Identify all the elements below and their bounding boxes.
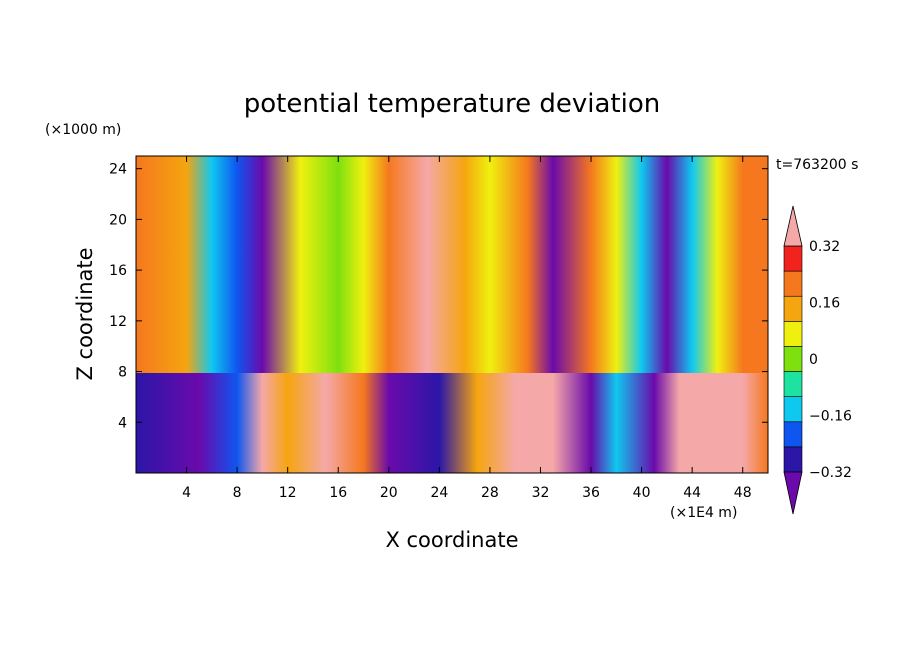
x-tick-label: 48 (734, 485, 752, 501)
x-tick-label: 40 (633, 485, 651, 501)
x-axis-label: X coordinate (385, 528, 518, 552)
y-unit-label: (×1000 m) (45, 122, 121, 138)
x-tick-label: 24 (430, 485, 448, 501)
colorbar-label: 0.16 (809, 296, 840, 312)
y-tick-label: 4 (118, 415, 127, 431)
upper-field (136, 156, 768, 373)
plot-area (135, 155, 769, 474)
x-tick-label: 4 (182, 485, 191, 501)
colorbar-band (783, 245, 803, 272)
colorbar-band (783, 270, 803, 297)
x-tick-label: 32 (532, 485, 550, 501)
chart-title: potential temperature deviation (244, 89, 660, 119)
x-unit-label: (×1E4 m) (670, 505, 737, 521)
time-label: t=763200 s (776, 157, 858, 173)
colorbar-band (783, 295, 803, 322)
colorbar-label: −0.32 (809, 465, 852, 481)
x-tick-label: 36 (582, 485, 600, 501)
colorbar-label: 0.32 (809, 239, 840, 255)
colorbar-band (783, 396, 803, 423)
colorbar-band (783, 371, 803, 397)
plot-frame (135, 155, 769, 474)
x-tick-label: 16 (329, 485, 347, 501)
x-tick-label: 28 (481, 485, 499, 501)
y-axis: 4 8 12 16 20 24 (109, 162, 768, 431)
x-axis: 4 8 12 16 20 24 28 32 36 40 44 48 (182, 156, 752, 501)
y-tick-label: 8 (118, 365, 127, 381)
colorbar-band (783, 421, 803, 448)
colorbar-label: −0.16 (809, 409, 852, 425)
y-tick-label: 24 (109, 162, 127, 178)
colorbar-max-extend (783, 205, 803, 247)
x-tick-label: 12 (279, 485, 297, 501)
colorbar-min-extend (783, 471, 803, 515)
x-tick-label: 20 (380, 485, 398, 501)
colorbar-band (783, 321, 803, 347)
colorbar: 0.32 0.16 0 −0.16 −0.32 (783, 205, 852, 515)
colorbar-label: 0 (809, 352, 818, 368)
colorbar-band (783, 446, 803, 473)
y-tick-label: 12 (109, 314, 127, 330)
colorbar-band (783, 346, 803, 372)
x-tick-label: 8 (233, 485, 242, 501)
y-axis-label: Z coordinate (73, 247, 97, 380)
lower-field (136, 373, 768, 473)
x-tick-label: 44 (683, 485, 701, 501)
y-tick-label: 16 (109, 263, 127, 279)
y-tick-label: 20 (109, 212, 127, 228)
